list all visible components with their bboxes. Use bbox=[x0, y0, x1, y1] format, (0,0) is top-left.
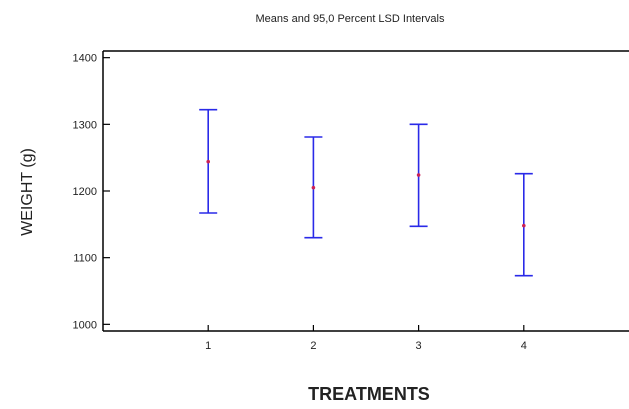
x-tick-label: 1 bbox=[205, 340, 211, 352]
y-tick-label: 1200 bbox=[73, 186, 97, 198]
x-tick-label: 2 bbox=[310, 340, 316, 352]
y-tick-label: 1400 bbox=[73, 53, 97, 65]
y-tick-label: 1300 bbox=[73, 119, 97, 131]
y-tick-label: 1000 bbox=[73, 319, 97, 331]
y-axis: 1000 1100 1200 1300 1400 bbox=[73, 53, 110, 331]
interval-3 bbox=[409, 123, 428, 228]
mean-point bbox=[311, 185, 316, 190]
x-axis: 1 2 3 4 bbox=[205, 325, 527, 352]
mean-point bbox=[522, 223, 526, 228]
interval-1 bbox=[199, 108, 218, 214]
chart-title: Means and 95,0 Percent LSD Intervals bbox=[256, 13, 445, 25]
x-tick-label: 4 bbox=[521, 340, 527, 352]
plot-frame bbox=[102, 50, 629, 332]
mean-point bbox=[416, 173, 421, 177]
y-tick-label: 1100 bbox=[73, 253, 97, 265]
interval-2 bbox=[304, 136, 323, 239]
mean-point bbox=[206, 159, 210, 164]
x-tick-label: 3 bbox=[416, 340, 422, 352]
y-axis-label: WEIGHT (g) bbox=[19, 148, 36, 236]
intervals-group bbox=[199, 108, 533, 277]
x-axis-label: TREATMENTS bbox=[308, 384, 430, 404]
interval-4 bbox=[514, 172, 533, 277]
